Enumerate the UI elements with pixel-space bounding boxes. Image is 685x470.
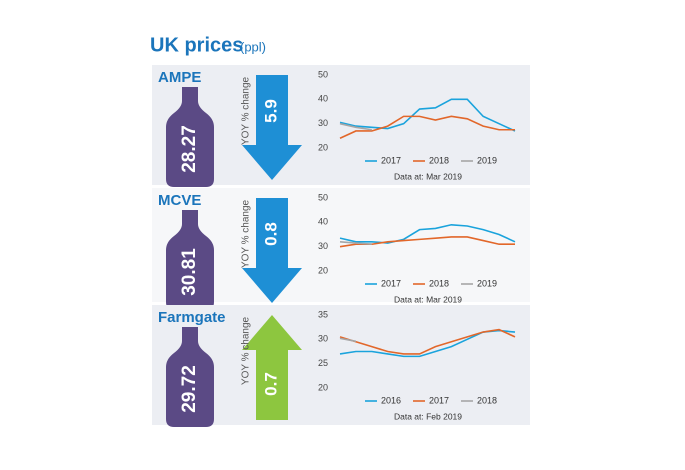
y-tick-label: 20	[318, 142, 328, 152]
y-tick-label: 25	[318, 358, 328, 368]
panel	[152, 305, 530, 425]
arrow	[242, 315, 302, 420]
y-tick-label: 30	[318, 118, 328, 128]
yoy-change: 0.8	[261, 222, 280, 246]
yoy-change: 0.7	[261, 372, 280, 396]
y-tick-label: 20	[318, 265, 328, 275]
data-note: Data at: Feb 2019	[394, 411, 462, 421]
series-line	[339, 328, 516, 355]
yoy-label: YOY % change	[241, 199, 252, 268]
legend-label: 2017	[381, 278, 401, 288]
series-line	[339, 241, 372, 246]
yoy-change: 5.9	[261, 99, 280, 123]
legend-label: 2017	[429, 395, 449, 405]
series-line	[339, 122, 372, 131]
series-line	[339, 223, 516, 244]
bottle	[166, 210, 214, 310]
legend-label: 2017	[381, 155, 401, 165]
y-tick-label: 30	[318, 241, 328, 251]
legend-label: 2018	[477, 395, 497, 405]
y-tick-label: 30	[318, 334, 328, 344]
legend-label: 2018	[429, 278, 449, 288]
panel-label: MCVE	[158, 192, 201, 209]
yoy-label: YOY % change	[241, 76, 252, 145]
yoy-label: YOY % change	[241, 316, 252, 385]
y-tick-label: 35	[318, 309, 328, 319]
legend-label: 2018	[429, 155, 449, 165]
title: UK prices	[150, 34, 243, 56]
arrow	[242, 198, 302, 303]
y-tick-label: 50	[318, 69, 328, 79]
panel-label: AMPE	[158, 69, 201, 86]
y-tick-label: 40	[318, 217, 328, 227]
series-line	[339, 115, 515, 139]
legend-label: 2016	[381, 395, 401, 405]
unit: (ppl)	[240, 39, 266, 54]
arrow	[242, 75, 302, 180]
price: 30.81	[179, 248, 200, 296]
y-tick-label: 40	[318, 94, 328, 104]
data-note: Data at: Mar 2019	[394, 171, 462, 181]
series-line	[339, 98, 516, 132]
bottle	[166, 327, 214, 427]
y-tick-label: 20	[318, 382, 328, 392]
price: 29.72	[179, 365, 200, 413]
data-note: Data at: Mar 2019	[394, 294, 462, 304]
legend-label: 2019	[477, 278, 497, 288]
panel	[152, 188, 530, 302]
panel-label: Farmgate	[158, 309, 226, 326]
legend-label: 2019	[477, 155, 497, 165]
price: 28.27	[179, 125, 200, 173]
panel	[152, 65, 530, 185]
y-tick-label: 50	[318, 192, 328, 202]
series-line	[339, 337, 357, 343]
bottle	[166, 87, 214, 187]
